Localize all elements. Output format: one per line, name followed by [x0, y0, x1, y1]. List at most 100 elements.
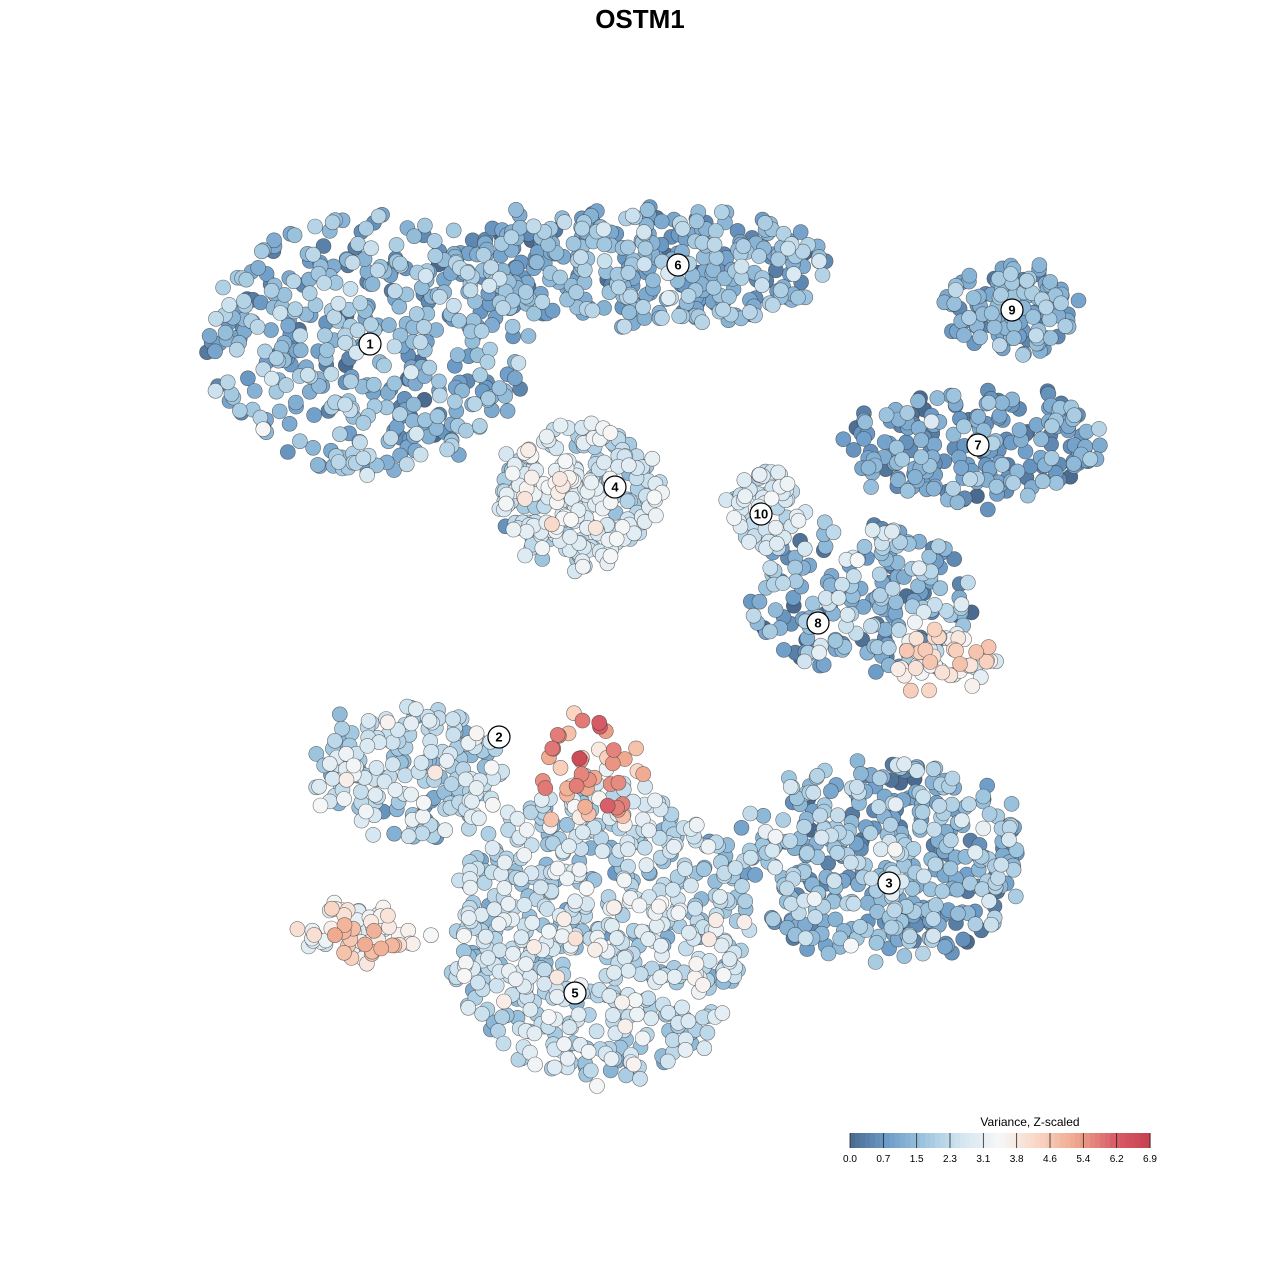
scatter-point	[947, 282, 964, 298]
scatter-point	[620, 264, 637, 281]
scatter-point	[907, 469, 923, 485]
scatter-point	[516, 897, 533, 913]
scatter-point	[721, 288, 737, 305]
scatter-point	[834, 576, 850, 593]
scatter-point	[373, 940, 390, 957]
scatter-point	[961, 309, 977, 326]
scatter-point	[357, 936, 373, 953]
scatter-point	[823, 783, 839, 800]
scatter-point	[927, 856, 944, 873]
scatter-point	[912, 818, 928, 835]
scatter-point	[405, 396, 422, 413]
scatter-point	[431, 387, 448, 404]
scatter-point	[1005, 475, 1022, 491]
scatter-point	[358, 220, 374, 237]
scatter-point	[650, 898, 667, 915]
scatter-point	[701, 931, 717, 948]
scatter-point	[887, 841, 903, 858]
scatter-point	[561, 838, 577, 855]
scatter-point	[955, 931, 972, 948]
scatter-point	[413, 755, 430, 771]
scatter-point	[713, 204, 730, 220]
scatter-point	[503, 229, 520, 246]
scatter-point	[437, 822, 454, 839]
scatter-point	[266, 232, 282, 249]
scatter-point	[338, 771, 355, 788]
scatter-point	[890, 472, 906, 488]
scatter-point	[384, 756, 401, 773]
scatter-point	[787, 559, 804, 576]
scatter-point	[573, 249, 589, 266]
scatter-point	[500, 896, 517, 912]
svg-text:7: 7	[974, 438, 981, 453]
scatter-point	[438, 752, 455, 769]
scatter-point	[755, 807, 772, 824]
scatter-point	[457, 954, 474, 971]
scatter-point	[561, 1019, 578, 1035]
scatter-point	[559, 816, 575, 833]
scatter-point	[431, 373, 447, 390]
scatter-point	[524, 914, 541, 931]
scatter-point	[508, 202, 524, 218]
scatter-point	[986, 319, 1003, 336]
scatter-point	[423, 927, 439, 944]
scatter-point	[504, 465, 521, 482]
scatter-point	[946, 551, 963, 567]
scatter-point	[279, 444, 296, 460]
scatter-point	[602, 548, 619, 565]
scatter-point	[638, 857, 655, 874]
scatter-point	[901, 928, 918, 945]
scatter-point	[289, 921, 306, 937]
scatter-point	[832, 930, 849, 947]
scatter-point	[574, 712, 591, 729]
scatter-point	[622, 288, 639, 305]
scatter-point	[975, 820, 992, 837]
scatter-point	[775, 812, 792, 828]
scatter-point	[272, 305, 289, 321]
scatter-point	[769, 535, 785, 552]
scatter-point	[970, 408, 987, 425]
cluster-label-2: 2	[487, 725, 511, 749]
scatter-point	[604, 755, 621, 772]
scatter-point	[447, 393, 463, 410]
scatter-point	[708, 912, 724, 929]
scatter-point	[421, 359, 438, 376]
scatter-point	[355, 415, 372, 431]
scatter-point	[799, 845, 815, 861]
scatter-point	[1057, 318, 1074, 334]
scatter-point	[1020, 487, 1036, 504]
scatter-point	[981, 893, 998, 910]
scatter-point	[953, 812, 970, 829]
scatter-point	[742, 805, 759, 822]
scatter-point	[201, 328, 218, 344]
scatter-point	[688, 956, 705, 972]
scatter-point	[956, 327, 972, 343]
scatter-point	[416, 319, 432, 335]
svg-text:2: 2	[495, 730, 502, 745]
scatter-point	[527, 1056, 543, 1073]
scatter-point	[344, 254, 361, 271]
scatter-point	[544, 302, 561, 319]
scatter-point	[330, 295, 347, 312]
scatter-point	[306, 407, 322, 423]
scatter-point	[475, 247, 492, 263]
scatter-point	[507, 370, 523, 387]
scatter-point	[358, 803, 374, 820]
scatter-point	[578, 880, 595, 897]
scatter-point	[571, 861, 588, 878]
scatter-point	[305, 246, 321, 263]
cluster-label-5: 5	[563, 981, 587, 1005]
scatter-point	[896, 948, 913, 964]
scatter-point	[751, 593, 768, 610]
scatter-point	[595, 221, 612, 238]
scatter-point	[312, 797, 329, 814]
scatter-point	[505, 945, 521, 962]
scatter-point	[315, 238, 332, 254]
scatter-point	[445, 297, 462, 314]
scatter-point	[953, 459, 969, 476]
scatter-point	[934, 883, 951, 900]
scatter-point	[543, 811, 560, 828]
scatter-point	[480, 826, 497, 842]
scatter-point	[608, 930, 625, 947]
scatter-point	[1043, 450, 1060, 466]
